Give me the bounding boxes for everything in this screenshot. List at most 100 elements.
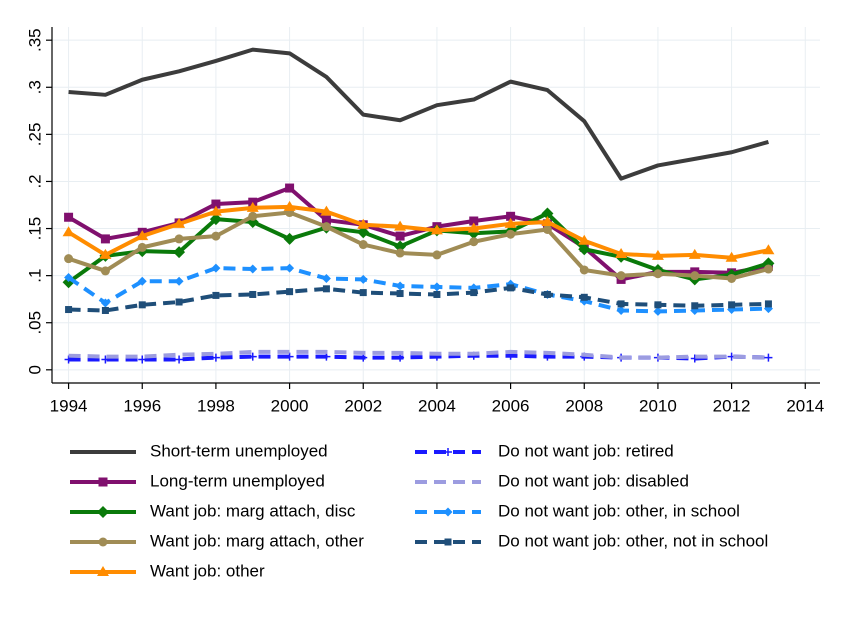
- series-line: [68, 285, 769, 313]
- marker: [100, 298, 110, 308]
- x-tick-label: 2006: [492, 396, 530, 415]
- y-tick-label: 0: [25, 365, 44, 374]
- y-tick-label: .2: [25, 174, 44, 188]
- legend-label: Do not want job: disabled: [498, 471, 689, 490]
- marker: [762, 244, 775, 255]
- legend-label: Want job: other: [150, 561, 265, 580]
- marker: [174, 234, 184, 244]
- y-tick-label: .25: [25, 123, 44, 147]
- marker: [395, 231, 405, 241]
- marker: [395, 281, 405, 291]
- legend-label: Do not want job: retired: [498, 441, 674, 460]
- y-tick-label: .05: [25, 311, 44, 335]
- marker: [616, 271, 626, 281]
- marker: [248, 264, 258, 274]
- marker: [578, 234, 591, 245]
- marker: [98, 477, 108, 487]
- marker: [579, 265, 589, 275]
- marker: [64, 212, 74, 222]
- marker: [211, 231, 221, 241]
- x-tick-label: 2002: [344, 396, 382, 415]
- marker: [357, 218, 370, 229]
- marker: [615, 247, 628, 258]
- marker: [764, 353, 773, 362]
- series-line: [68, 47, 769, 181]
- x-tick-label: 2004: [418, 396, 456, 415]
- marker: [62, 226, 75, 237]
- series-line: [67, 186, 769, 282]
- series-line: [68, 349, 769, 360]
- marker: [320, 205, 333, 216]
- x-tick-label: 2014: [786, 396, 824, 415]
- series-line: [67, 266, 769, 314]
- marker: [97, 566, 109, 576]
- marker: [99, 248, 112, 259]
- marker: [395, 248, 405, 258]
- legend-label: Do not want job: other, in school: [498, 501, 740, 520]
- marker: [248, 352, 257, 361]
- marker: [691, 302, 699, 310]
- marker: [97, 506, 109, 518]
- x-tick-label: 2010: [639, 396, 677, 415]
- x-tick-label: 2000: [271, 396, 309, 415]
- series-line: [67, 211, 770, 284]
- legend-label: Want job: marg attach, other: [150, 531, 364, 550]
- marker: [543, 290, 551, 298]
- marker: [283, 200, 296, 211]
- marker: [322, 285, 330, 293]
- marker: [357, 226, 370, 239]
- marker: [432, 282, 442, 292]
- marker: [578, 243, 591, 256]
- marker: [469, 237, 479, 247]
- marker: [175, 355, 184, 364]
- marker: [616, 305, 626, 315]
- marker: [64, 273, 74, 283]
- y-tick-label: .3: [25, 80, 44, 94]
- marker: [396, 290, 404, 298]
- marker: [101, 355, 110, 364]
- marker: [65, 306, 73, 314]
- series-line: [67, 204, 769, 260]
- marker: [688, 248, 701, 259]
- marker: [396, 353, 405, 362]
- marker: [286, 288, 294, 296]
- marker: [212, 291, 220, 299]
- marker: [138, 355, 147, 364]
- y-tick-label: .15: [25, 217, 44, 241]
- marker: [359, 353, 368, 362]
- marker: [136, 230, 149, 241]
- marker: [542, 224, 552, 234]
- marker: [444, 538, 452, 546]
- legend-label: Want job: marg attach, disc: [150, 501, 356, 520]
- marker: [444, 448, 452, 456]
- marker: [394, 240, 407, 253]
- marker: [98, 537, 108, 547]
- marker: [358, 274, 368, 284]
- marker: [285, 263, 295, 273]
- marker: [358, 240, 368, 250]
- marker: [321, 273, 331, 283]
- marker: [173, 246, 186, 259]
- marker: [653, 269, 663, 279]
- legend-label: Short-term unemployed: [150, 441, 328, 460]
- marker: [322, 352, 331, 361]
- marker: [432, 250, 442, 260]
- x-tick-label: 2008: [565, 396, 603, 415]
- marker: [64, 254, 74, 264]
- marker: [285, 352, 294, 361]
- marker: [211, 263, 221, 273]
- marker: [541, 207, 554, 220]
- marker: [470, 289, 478, 297]
- marker: [283, 232, 296, 245]
- marker: [209, 213, 222, 226]
- marker: [174, 276, 184, 286]
- marker: [433, 290, 441, 298]
- marker: [504, 217, 517, 228]
- marker: [394, 220, 407, 231]
- legend-label: Long-term unemployed: [150, 471, 325, 490]
- marker: [443, 507, 453, 517]
- marker: [506, 229, 516, 239]
- y-tick-label: .1: [25, 269, 44, 283]
- marker: [248, 211, 258, 221]
